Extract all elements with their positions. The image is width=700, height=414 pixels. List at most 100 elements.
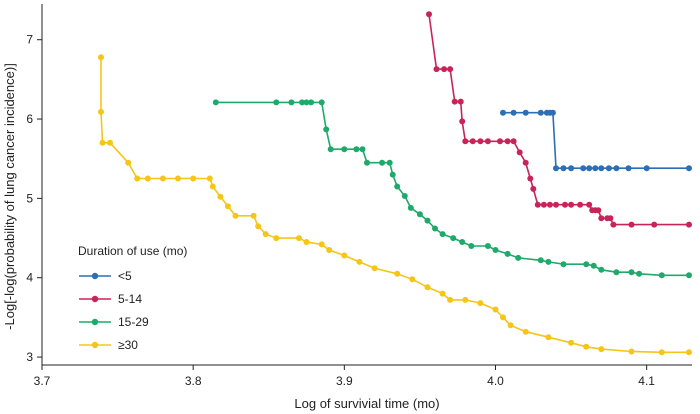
data-point bbox=[613, 269, 620, 276]
data-point bbox=[447, 296, 454, 303]
data-point bbox=[394, 270, 401, 277]
data-point bbox=[658, 272, 665, 279]
data-point bbox=[327, 146, 334, 153]
legend-label: <5 bbox=[118, 269, 132, 283]
data-point bbox=[527, 175, 534, 182]
data-point bbox=[586, 165, 593, 172]
data-point bbox=[318, 241, 325, 248]
series-line bbox=[215, 101, 689, 277]
data-point bbox=[441, 66, 448, 73]
data-point bbox=[510, 109, 517, 116]
data-point bbox=[484, 243, 491, 249]
data-point bbox=[530, 185, 537, 192]
data-point bbox=[477, 300, 484, 307]
series-line bbox=[100, 57, 689, 354]
data-point bbox=[516, 149, 523, 156]
y-tick-label: 3 bbox=[26, 350, 33, 364]
series-0 bbox=[500, 109, 692, 172]
data-point bbox=[353, 146, 360, 153]
data-point bbox=[522, 109, 529, 116]
x-tick-label: 3.8 bbox=[185, 374, 202, 388]
y-tick-label: 5 bbox=[26, 191, 33, 205]
data-point bbox=[477, 138, 484, 145]
data-point bbox=[206, 175, 213, 182]
data-point bbox=[625, 165, 632, 172]
data-point bbox=[98, 54, 104, 61]
data-point bbox=[598, 165, 605, 172]
data-point bbox=[407, 204, 414, 211]
data-point bbox=[540, 201, 547, 208]
series-line bbox=[428, 14, 689, 226]
data-point bbox=[303, 239, 310, 245]
data-point bbox=[468, 243, 475, 249]
data-point bbox=[459, 239, 466, 245]
data-point bbox=[462, 296, 469, 303]
data-point bbox=[416, 211, 423, 218]
data-point bbox=[686, 349, 692, 356]
data-point bbox=[232, 212, 239, 219]
data-point bbox=[341, 252, 348, 259]
data-point bbox=[636, 270, 643, 277]
data-point bbox=[371, 265, 378, 272]
data-point bbox=[583, 261, 590, 268]
data-point bbox=[560, 165, 567, 172]
data-point bbox=[159, 175, 166, 182]
data-point bbox=[586, 201, 593, 208]
data-point bbox=[628, 269, 635, 276]
series-3 bbox=[98, 54, 692, 356]
data-point bbox=[545, 258, 552, 265]
data-point bbox=[190, 175, 197, 182]
data-point bbox=[125, 159, 132, 166]
data-point bbox=[288, 99, 295, 106]
x-tick-label: 3.7 bbox=[34, 374, 51, 388]
data-point bbox=[537, 109, 544, 116]
data-point bbox=[217, 193, 224, 200]
data-point bbox=[613, 165, 620, 172]
legend-swatch-marker bbox=[91, 272, 99, 280]
data-point bbox=[492, 247, 499, 253]
legend-swatch-marker bbox=[91, 295, 99, 303]
data-point bbox=[598, 346, 605, 353]
data-point bbox=[394, 183, 401, 190]
data-point bbox=[607, 215, 614, 222]
data-point bbox=[175, 175, 181, 182]
data-point bbox=[628, 348, 635, 355]
data-point bbox=[296, 235, 302, 242]
data-point bbox=[686, 165, 692, 172]
x-tick-label: 4.0 bbox=[487, 374, 504, 388]
data-point bbox=[492, 306, 499, 313]
data-point bbox=[504, 138, 511, 145]
data-point bbox=[628, 221, 635, 228]
data-point bbox=[255, 223, 262, 230]
legend-label: 15-29 bbox=[118, 315, 149, 329]
data-point bbox=[401, 193, 408, 199]
data-point bbox=[497, 138, 503, 145]
y-tick-label: 7 bbox=[26, 33, 33, 47]
data-point bbox=[643, 165, 650, 172]
data-point bbox=[364, 159, 370, 166]
series-1 bbox=[426, 11, 692, 228]
data-point bbox=[522, 328, 529, 335]
data-point bbox=[424, 284, 431, 291]
data-point bbox=[224, 203, 231, 210]
data-point bbox=[341, 146, 348, 153]
data-point bbox=[592, 165, 599, 172]
data-point bbox=[356, 258, 363, 265]
data-point bbox=[568, 165, 575, 172]
x-tick-label: 4.1 bbox=[638, 374, 655, 388]
data-point bbox=[598, 215, 605, 222]
data-point bbox=[549, 109, 556, 116]
data-point bbox=[299, 99, 305, 106]
data-point bbox=[577, 201, 584, 208]
data-point bbox=[507, 322, 514, 329]
y-tick-label: 4 bbox=[26, 271, 33, 285]
data-point bbox=[568, 339, 575, 346]
data-point bbox=[451, 98, 458, 105]
data-point bbox=[98, 108, 104, 115]
data-point bbox=[250, 212, 257, 219]
data-point bbox=[212, 99, 219, 106]
data-point bbox=[409, 276, 416, 283]
data-point bbox=[134, 175, 141, 182]
data-point bbox=[318, 99, 325, 106]
data-point bbox=[562, 201, 568, 208]
